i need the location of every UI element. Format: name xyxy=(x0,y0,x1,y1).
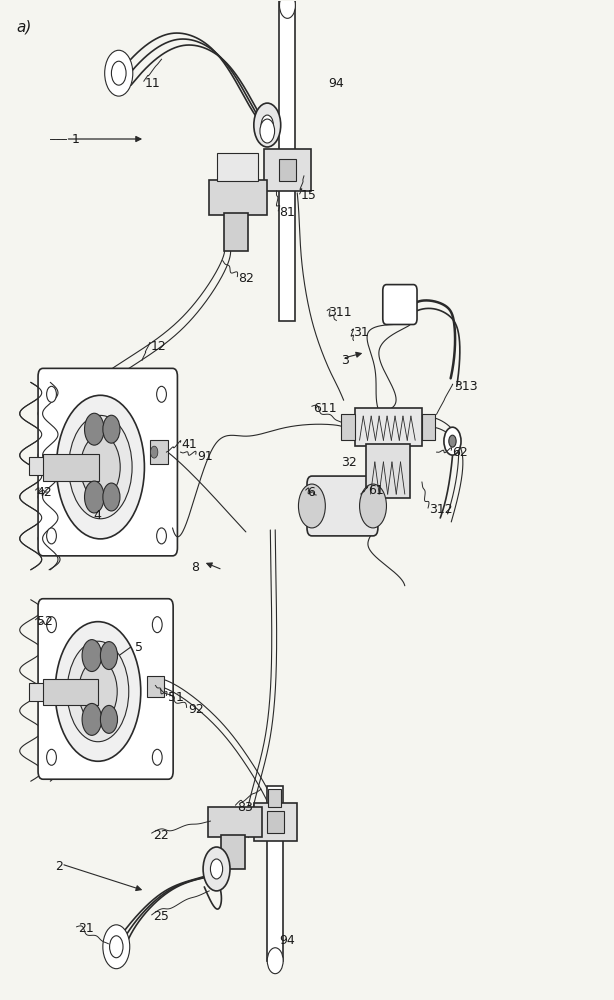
Circle shape xyxy=(47,386,56,402)
Circle shape xyxy=(47,617,56,633)
Text: 52: 52 xyxy=(37,615,53,628)
Circle shape xyxy=(55,622,141,761)
Circle shape xyxy=(150,446,158,458)
Bar xyxy=(217,153,258,181)
Text: 313: 313 xyxy=(454,380,477,393)
Bar xyxy=(366,444,410,498)
FancyBboxPatch shape xyxy=(307,476,378,536)
Circle shape xyxy=(101,642,117,670)
Bar xyxy=(266,811,284,833)
Bar xyxy=(279,159,296,181)
Circle shape xyxy=(157,386,166,402)
Circle shape xyxy=(103,925,130,969)
Circle shape xyxy=(80,435,120,499)
Circle shape xyxy=(298,484,325,528)
Circle shape xyxy=(260,119,274,143)
Bar xyxy=(254,803,297,841)
Text: 11: 11 xyxy=(145,77,161,90)
Text: 42: 42 xyxy=(37,486,53,499)
Circle shape xyxy=(449,435,456,447)
Bar xyxy=(208,807,262,837)
Text: 82: 82 xyxy=(239,272,254,285)
Bar xyxy=(147,676,164,697)
Bar xyxy=(209,180,267,215)
Circle shape xyxy=(82,640,102,672)
Text: 3: 3 xyxy=(341,354,349,367)
Circle shape xyxy=(101,705,117,733)
Circle shape xyxy=(85,413,104,445)
Text: 15: 15 xyxy=(301,189,317,202)
Circle shape xyxy=(67,641,129,742)
Bar xyxy=(422,414,435,440)
Circle shape xyxy=(360,484,386,528)
Bar xyxy=(224,213,248,251)
Text: 6: 6 xyxy=(307,486,315,499)
Text: 32: 32 xyxy=(341,456,356,469)
Circle shape xyxy=(203,847,230,891)
Text: 91: 91 xyxy=(197,450,212,463)
Circle shape xyxy=(109,936,123,958)
Circle shape xyxy=(79,660,117,723)
Text: 81: 81 xyxy=(279,206,295,219)
Circle shape xyxy=(444,427,461,455)
Circle shape xyxy=(103,483,120,511)
Bar xyxy=(267,786,283,961)
Text: 41: 41 xyxy=(182,438,198,451)
Circle shape xyxy=(47,749,56,765)
Bar xyxy=(264,149,311,191)
Circle shape xyxy=(69,415,132,519)
FancyBboxPatch shape xyxy=(383,285,417,324)
Circle shape xyxy=(261,115,273,135)
Bar xyxy=(43,454,99,481)
Text: 312: 312 xyxy=(429,503,453,516)
FancyBboxPatch shape xyxy=(38,368,177,556)
Circle shape xyxy=(211,859,223,879)
Bar xyxy=(355,408,422,446)
Circle shape xyxy=(47,528,56,544)
Text: 21: 21 xyxy=(78,922,93,935)
Bar xyxy=(268,789,281,807)
Text: 2: 2 xyxy=(55,860,63,873)
Circle shape xyxy=(111,61,126,85)
Text: 311: 311 xyxy=(328,306,352,319)
Text: 611: 611 xyxy=(313,402,336,415)
Text: 4: 4 xyxy=(93,509,101,522)
Bar xyxy=(341,414,355,440)
Bar xyxy=(279,1,295,320)
Circle shape xyxy=(82,703,102,735)
Text: 83: 83 xyxy=(237,801,252,814)
Circle shape xyxy=(279,0,295,18)
Circle shape xyxy=(152,749,162,765)
Text: 25: 25 xyxy=(153,910,169,923)
Circle shape xyxy=(56,395,144,539)
Text: 62: 62 xyxy=(453,446,468,459)
Text: a): a) xyxy=(17,20,32,35)
Circle shape xyxy=(103,415,120,443)
Bar xyxy=(29,683,44,701)
Text: 61: 61 xyxy=(368,484,384,497)
Text: 8: 8 xyxy=(191,561,199,574)
Text: 51: 51 xyxy=(168,691,184,704)
Circle shape xyxy=(85,481,104,513)
Bar xyxy=(29,457,44,475)
Circle shape xyxy=(157,528,166,544)
Circle shape xyxy=(152,617,162,633)
Text: 31: 31 xyxy=(353,326,368,339)
Text: 1: 1 xyxy=(72,133,80,146)
Text: 92: 92 xyxy=(188,703,204,716)
Text: 22: 22 xyxy=(153,829,169,842)
Text: 12: 12 xyxy=(151,340,167,353)
Bar xyxy=(222,835,244,869)
Bar xyxy=(43,679,98,705)
Circle shape xyxy=(254,103,281,147)
Text: 94: 94 xyxy=(328,77,344,90)
Text: 5: 5 xyxy=(134,641,142,654)
FancyBboxPatch shape xyxy=(38,599,173,779)
Bar xyxy=(150,440,168,464)
Text: 94: 94 xyxy=(279,934,295,947)
Circle shape xyxy=(104,50,133,96)
Circle shape xyxy=(267,948,283,974)
